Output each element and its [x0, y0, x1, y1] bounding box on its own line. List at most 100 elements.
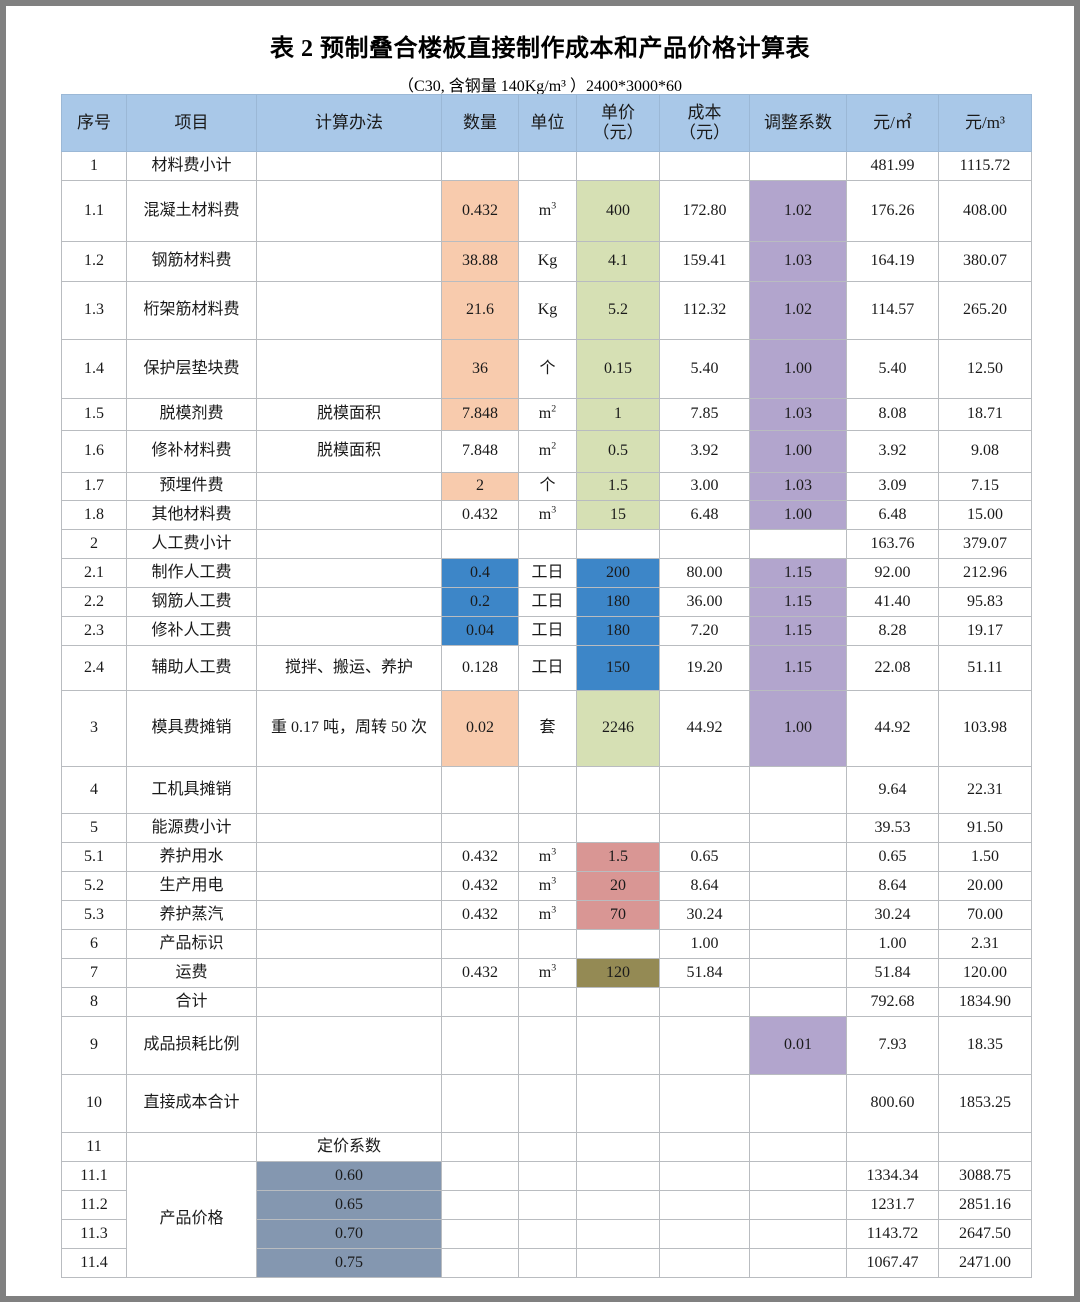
row-per-cbm: 2.31: [938, 929, 1032, 959]
row-qty: 0.432: [441, 900, 519, 930]
row-item: 模具费摊销: [126, 690, 257, 767]
row-no: 11.4: [61, 1248, 127, 1278]
row-per-cbm: 51.11: [938, 645, 1032, 691]
row-no: 8: [61, 987, 127, 1017]
row-per-cbm: 20.00: [938, 871, 1032, 901]
table-row: 7 运费 0.432 m3 120 51.84 51.84 120.00: [61, 958, 1032, 988]
row-no: 11.2: [61, 1190, 127, 1220]
table-header-row: 序号 项目 计算办法 数量 单位 单价 （元） 成本 （元） 调整系数 元/㎡: [61, 94, 1032, 152]
row-qty: [441, 1219, 519, 1249]
row-qty: [441, 766, 519, 814]
row-cost: 7.85: [659, 398, 750, 431]
row-price: 2246: [576, 690, 660, 767]
row-unit: [518, 529, 577, 559]
row-no: 5.3: [61, 900, 127, 930]
row-qty: 7.848: [441, 398, 519, 431]
row-per-cbm: 9.08: [938, 430, 1032, 473]
row-no: 1.4: [61, 339, 127, 399]
row-cost: 36.00: [659, 587, 750, 617]
row-price: [576, 529, 660, 559]
row-cost: [659, 1074, 750, 1133]
row-qty: 0.04: [441, 616, 519, 646]
row-cost: [659, 1190, 750, 1220]
row-coef: [749, 1161, 847, 1191]
row-coef: 1.00: [749, 690, 847, 767]
row-qty: 0.2: [441, 587, 519, 617]
column-header-persqm: 元/㎡: [846, 94, 939, 152]
row-per-cbm: 22.31: [938, 766, 1032, 814]
table-row: 5.2 生产用电 0.432 m3 20 8.64 8.64 20.00: [61, 871, 1032, 901]
row-price: 1.5: [576, 472, 660, 501]
row-price: [576, 1074, 660, 1133]
column-header-item: 项目: [126, 94, 257, 152]
row-coef: 1.02: [749, 180, 847, 242]
row-price: 180: [576, 587, 660, 617]
table-header: 序号 项目 计算办法 数量 单位 单价 （元） 成本 （元） 调整系数 元/㎡: [61, 94, 1032, 152]
column-header-no: 序号: [61, 94, 127, 152]
table-row: 5.1 养护用水 0.432 m3 1.5 0.65 0.65 1.50: [61, 842, 1032, 872]
row-item: 养护蒸汽: [126, 900, 257, 930]
row-no: 11.1: [61, 1161, 127, 1191]
row-coef: 1.15: [749, 645, 847, 691]
row-per-cbm: 2647.50: [938, 1219, 1032, 1249]
row-cost: 112.32: [659, 281, 750, 340]
row-no: 5.2: [61, 871, 127, 901]
row-item: 运费: [126, 958, 257, 988]
table-row: 11 定价系数: [61, 1132, 1032, 1162]
row-per-sqm: 1334.34: [846, 1161, 939, 1191]
row-no: 2.2: [61, 587, 127, 617]
row-per-cbm: 379.07: [938, 529, 1032, 559]
row-per-sqm: 9.64: [846, 766, 939, 814]
row-per-sqm: 1143.72: [846, 1219, 939, 1249]
table-row: 9 成品损耗比例 0.01 7.93 18.35: [61, 1016, 1032, 1075]
row-unit: m2: [518, 398, 577, 431]
row-no: 11: [61, 1132, 127, 1162]
row-method: [256, 813, 442, 843]
row-per-cbm: 380.07: [938, 241, 1032, 282]
row-cost: 30.24: [659, 900, 750, 930]
row-qty: [441, 1016, 519, 1075]
row-cost: 8.64: [659, 871, 750, 901]
row-per-sqm: 51.84: [846, 958, 939, 988]
row-no: 10: [61, 1074, 127, 1133]
table-body: 1 材料费小计 481.99 1115.72 1.1 混凝土材料费 0.432 m3 400 17…: [61, 151, 1032, 1278]
row-method: [256, 180, 442, 242]
row-unit: [518, 987, 577, 1017]
row-unit: [518, 813, 577, 843]
row-item: 材料费小计: [126, 151, 257, 181]
row-cost: 172.80: [659, 180, 750, 242]
table-row: 11.3 0.70 1143.72 2647.50: [61, 1219, 1032, 1249]
row-no: 1.2: [61, 241, 127, 282]
row-no: 5: [61, 813, 127, 843]
row-per-cbm: 15.00: [938, 500, 1032, 530]
row-no: 9: [61, 1016, 127, 1075]
row-qty: [441, 529, 519, 559]
row-cost: 80.00: [659, 558, 750, 588]
row-unit: 工日: [518, 645, 577, 691]
row-per-sqm: 3.92: [846, 430, 939, 473]
row-coef: [749, 1132, 847, 1162]
row-method: 0.75: [256, 1248, 442, 1278]
row-price: [576, 1190, 660, 1220]
row-unit: 个: [518, 339, 577, 399]
table-row: 1.6 修补材料费 脱模面积 7.848 m2 0.5 3.92 1.00 3.92 9.08: [61, 430, 1032, 473]
table-row: 6 产品标识 1.00 1.00 2.31: [61, 929, 1032, 959]
row-per-sqm: 5.40: [846, 339, 939, 399]
row-item: 生产用电: [126, 871, 257, 901]
row-qty: [441, 987, 519, 1017]
row-method: 0.65: [256, 1190, 442, 1220]
row-qty: [441, 1190, 519, 1220]
row-per-cbm: 7.15: [938, 472, 1032, 501]
row-per-sqm: 800.60: [846, 1074, 939, 1133]
row-per-cbm: 18.35: [938, 1016, 1032, 1075]
column-header-price-line1: 单价: [601, 103, 635, 123]
row-cost: 0.65: [659, 842, 750, 872]
row-no: 5.1: [61, 842, 127, 872]
row-per-cbm: 91.50: [938, 813, 1032, 843]
table-row: 11.2 0.65 1231.7 2851.16: [61, 1190, 1032, 1220]
row-no: 1.3: [61, 281, 127, 340]
row-per-sqm: 1067.47: [846, 1248, 939, 1278]
row-per-sqm: 481.99: [846, 151, 939, 181]
column-header-percbm: 元/m³: [938, 94, 1032, 152]
row-coef: [749, 1219, 847, 1249]
